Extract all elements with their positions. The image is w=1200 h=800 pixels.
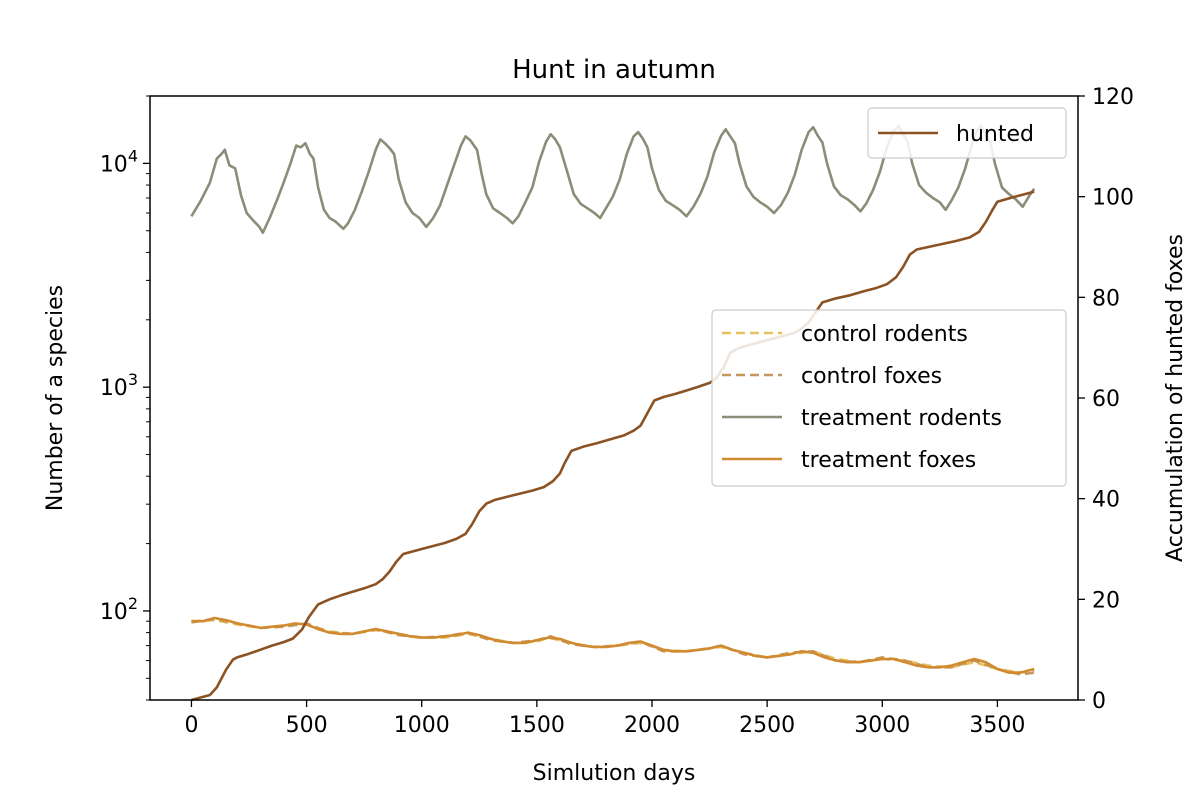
y-right-tick-label: 60 [1092,387,1120,412]
y-right-tick-label: 0 [1092,689,1106,714]
y-left-axis-label: Number of a species [43,285,68,511]
x-tick-label: 3000 [854,713,910,738]
plot-frame [149,95,1079,701]
y-left-tick-label: 103 [100,370,138,401]
y-right-tick-label: 120 [1092,85,1134,110]
x-tick-label: 2500 [739,713,795,738]
series-layer [190,124,1036,702]
x-axis-label: Simlution days [533,761,696,786]
legend-label-treatment-rodents: treatment rodents [801,406,1002,431]
x-tick-label: 0 [184,713,198,738]
legend-main-box [711,309,1067,487]
y-right-tick-label: 100 [1092,186,1134,211]
x-tick-label: 1000 [394,713,450,738]
y-right-tick-label: 40 [1092,488,1120,513]
y-left-tick-label: 102 [100,594,138,625]
chart-title: Hunt in autumn [512,55,716,85]
series-line-treatment-foxes [191,616,1035,674]
legend-hunted-label: hunted [956,122,1034,147]
legend-label-control-rodents: control rodents [801,322,968,347]
legend-label-treatment-foxes: treatment foxes [801,448,976,473]
x-tick-label: 1500 [509,713,565,738]
y-left-tick-label: 104 [100,146,138,177]
y-left-axis-ticks: 102 103 104 [100,95,150,701]
y-right-axis-ticks: 0 20 40 60 80 100 120 [1078,85,1134,714]
y-right-tick-label: 80 [1092,286,1120,311]
x-tick-label: 3500 [969,713,1025,738]
x-axis-ticks: 0 500 1000 1500 2000 2500 3000 3500 [184,700,1025,738]
legend-hunted-box [867,107,1067,159]
legend-hunted: hunted [867,107,1067,159]
x-tick-label: 2000 [624,713,680,738]
y-right-axis-label: Accumulation of hunted foxes [1163,234,1188,562]
y-right-tick-label: 20 [1092,588,1120,613]
legend-main: control rodents control foxes treatment ro… [711,309,1067,487]
legend-label-control-foxes: control foxes [801,364,942,389]
series-line-hunted [191,190,1035,702]
x-tick-label: 500 [286,713,328,738]
